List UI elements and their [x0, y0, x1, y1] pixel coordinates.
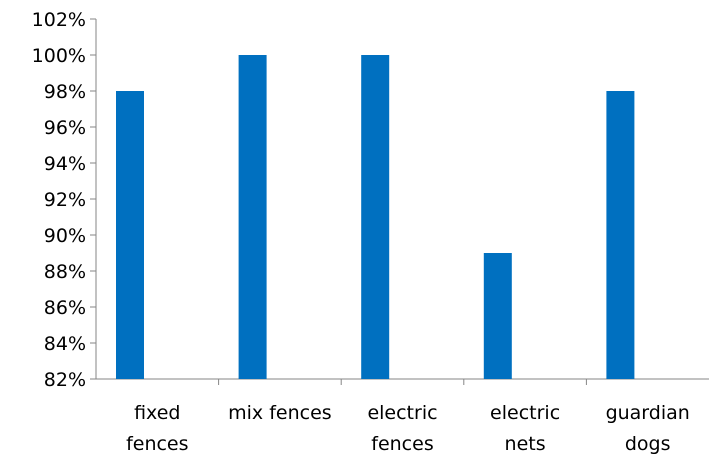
y-tick-label: 82% [44, 369, 86, 391]
x-tick-label: fences [126, 433, 188, 455]
y-tick-label: 96% [44, 117, 86, 139]
bars [116, 55, 635, 379]
y-tick-label: 92% [44, 189, 86, 211]
y-axis: 82% 84% 86% 88% 90% 92% 94% 96% 98% 100% 102% [32, 9, 97, 391]
x-tick-label: guardian [606, 402, 690, 424]
x-tick-label: fences [371, 433, 433, 455]
x-tick-label: mix fences [228, 402, 332, 424]
y-tick-label: 98% [44, 81, 86, 103]
bar [361, 55, 390, 379]
bar [483, 253, 512, 379]
y-tick-label: 94% [44, 153, 86, 175]
y-tick-label: 100% [32, 45, 86, 67]
y-tick-label: 84% [44, 333, 86, 355]
y-tick-label: 102% [32, 9, 86, 31]
bar [606, 91, 635, 379]
y-tick-label: 88% [44, 261, 86, 283]
bar [238, 55, 267, 379]
bar [116, 91, 144, 379]
x-axis: fixed fences mix fences electric fences elect… [96, 378, 709, 455]
x-tick-label: electric [490, 402, 560, 424]
y-tick-label: 90% [44, 225, 86, 247]
y-tick-label: 86% [44, 297, 86, 319]
x-tick-label: electric [367, 402, 437, 424]
x-tick-label: fixed [134, 402, 180, 424]
x-tick-label: nets [505, 433, 546, 455]
x-tick-label: dogs [625, 433, 671, 455]
